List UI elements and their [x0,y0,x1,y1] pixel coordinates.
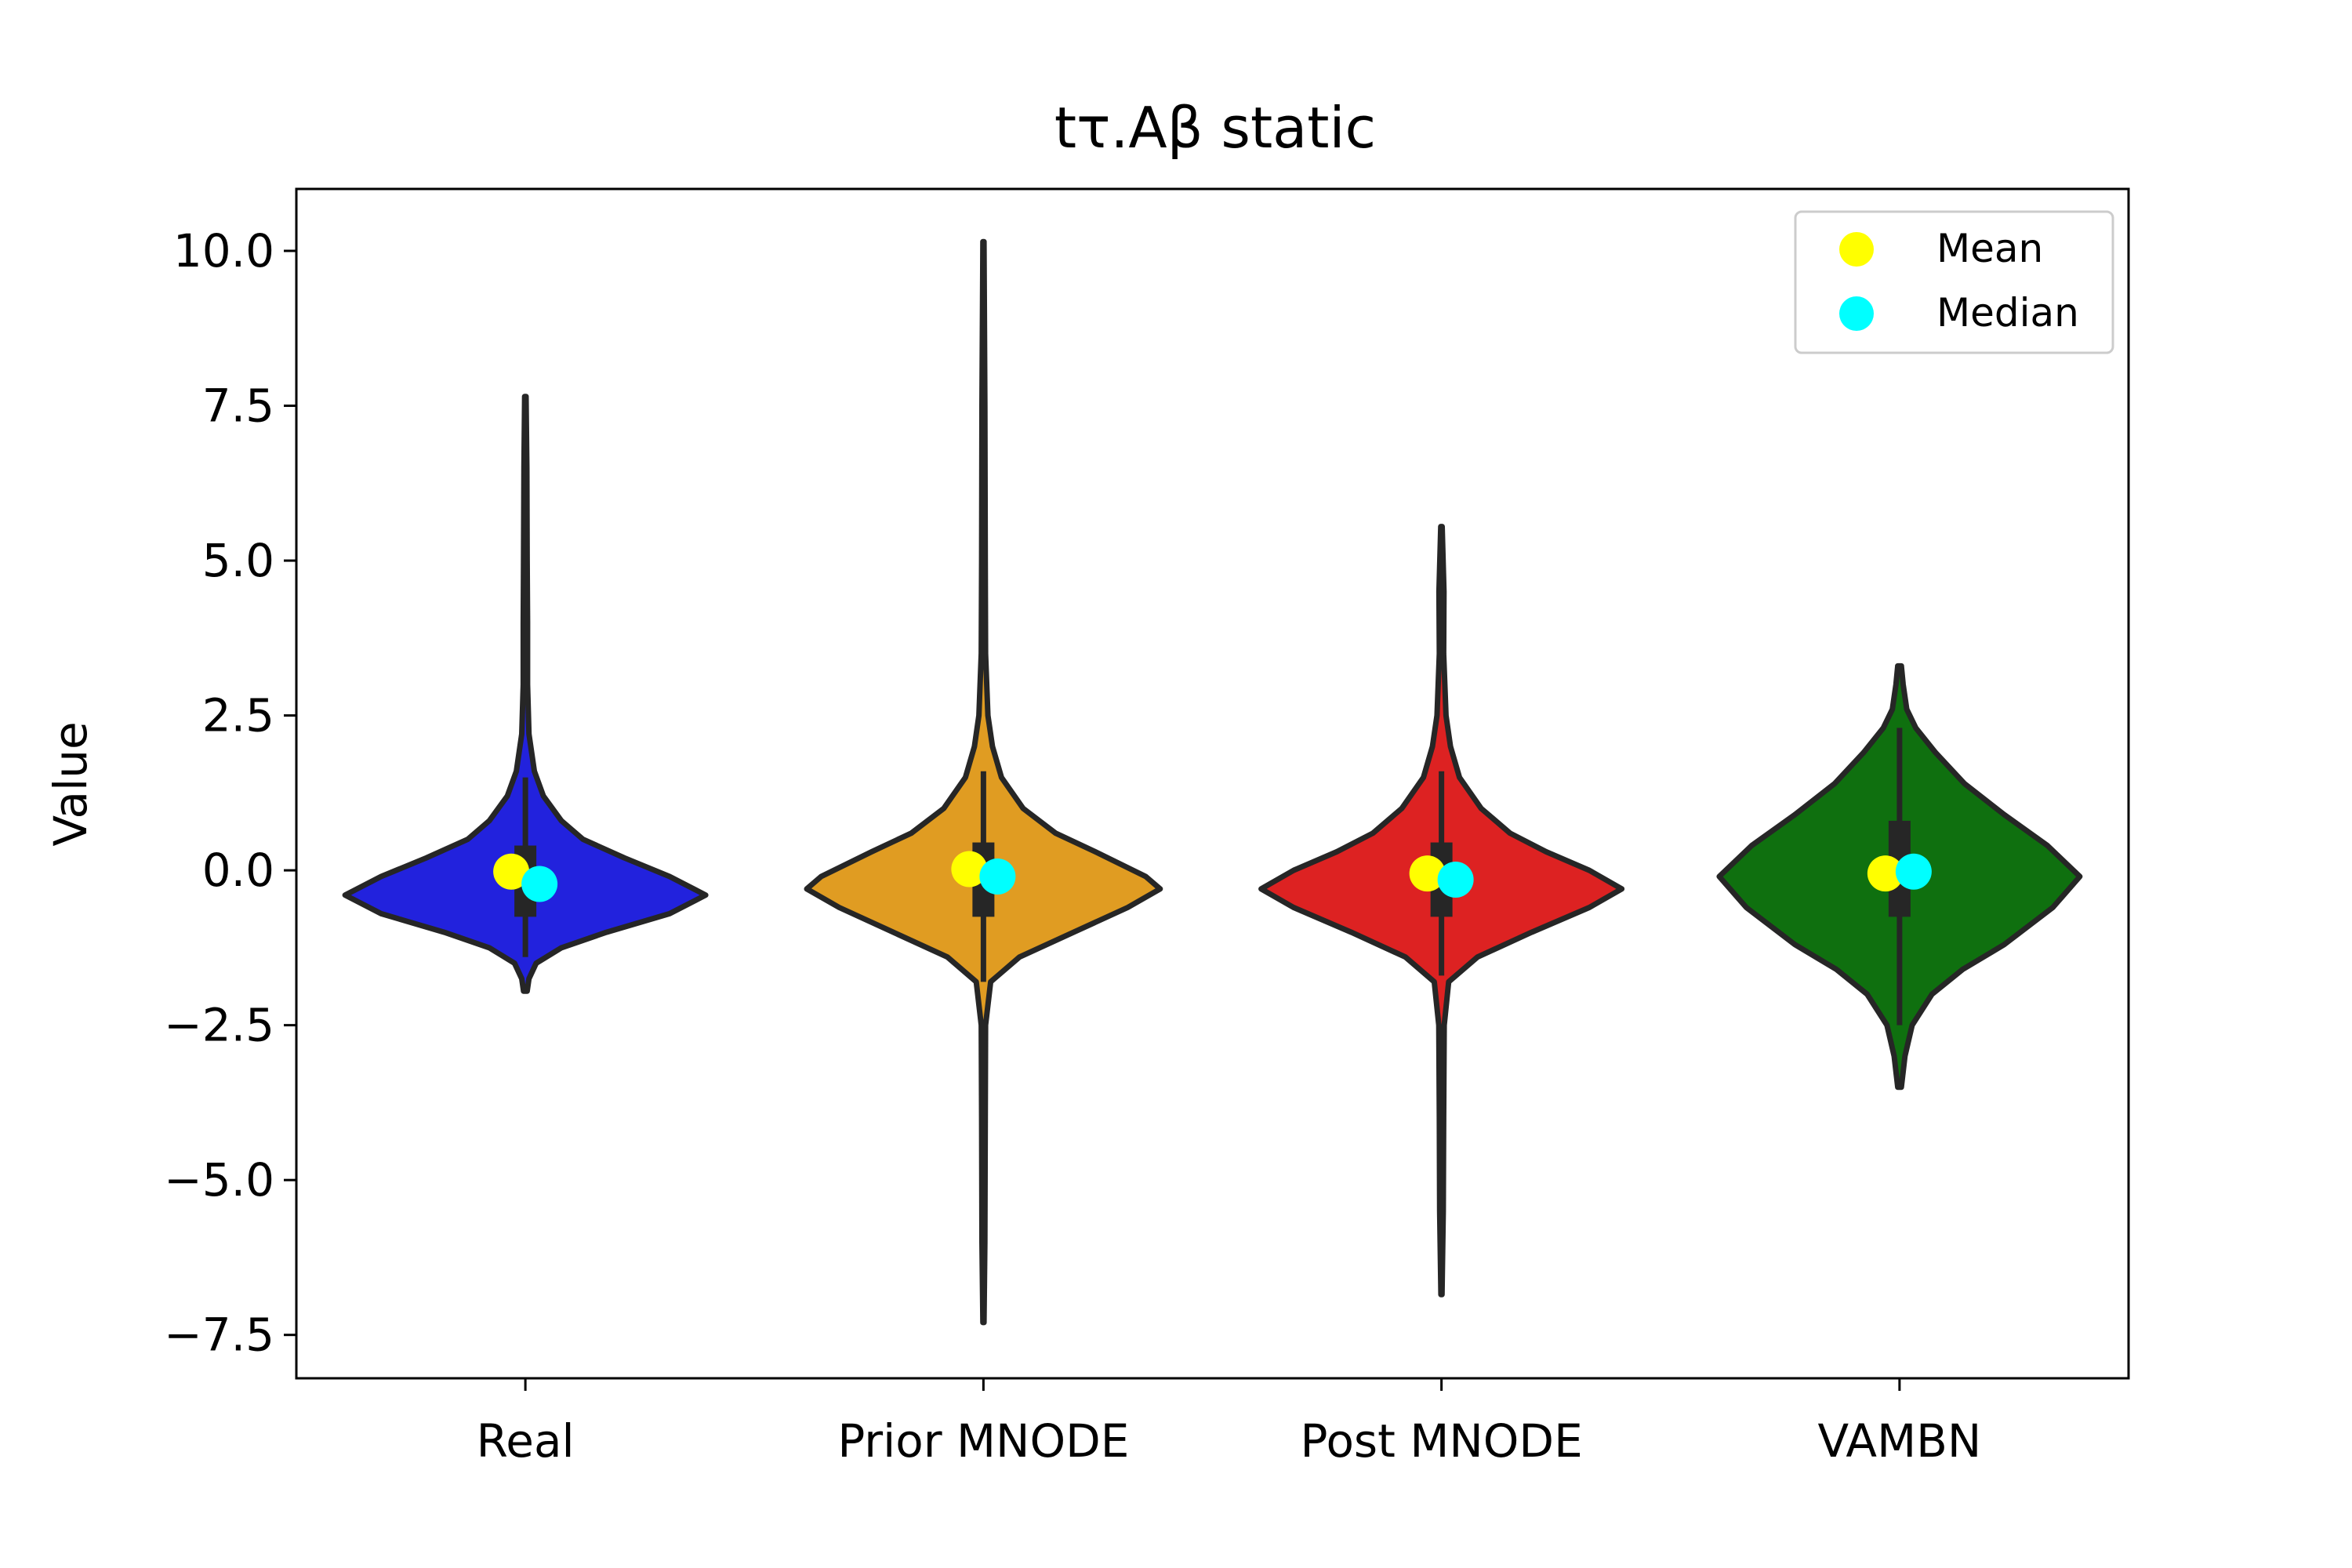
plot-frame [295,187,2130,1380]
legend-box [1794,210,2114,354]
mean-marker [1409,855,1446,892]
chart-title: tτ.Aβ static [1054,95,1376,161]
y-tick-label: 5.0 [202,534,274,587]
x-tick-label: Post MNODE [1301,1414,1583,1468]
x-tick-label: Prior MNODE [837,1414,1129,1468]
median-marker [1437,861,1474,898]
median-marker [979,858,1016,895]
x-tick-label: VAMBN [1817,1414,1981,1468]
y-axis-label: Value [44,721,97,846]
mean-marker [493,853,530,890]
y-tick-label: 7.5 [202,379,274,433]
y-tick-label: 10.0 [173,224,274,278]
y-tick-label: −5.0 [164,1153,274,1207]
mean-marker [951,851,988,887]
y-tick-label: 0.0 [202,844,274,897]
mean-marker [1867,855,1904,892]
x-tick-label: Real [477,1414,575,1468]
median-marker [521,866,558,902]
y-tick-label: −7.5 [164,1308,274,1362]
legend-label: Median [1936,290,2079,336]
legend-marker [1839,232,1874,267]
y-tick-label: 2.5 [202,689,274,742]
violin-body [342,394,709,994]
axes: Real Prior MNODE Post MNODE VAMBN 10.0 7.5 5.0… [164,224,1981,1468]
legend-label: Mean [1936,226,2043,271]
y-tick-label: −2.5 [164,999,274,1052]
legend: Mean Median [1794,210,2114,354]
median-marker [1895,853,1932,890]
legend-marker [1839,296,1874,331]
plot-area [342,238,2083,1326]
